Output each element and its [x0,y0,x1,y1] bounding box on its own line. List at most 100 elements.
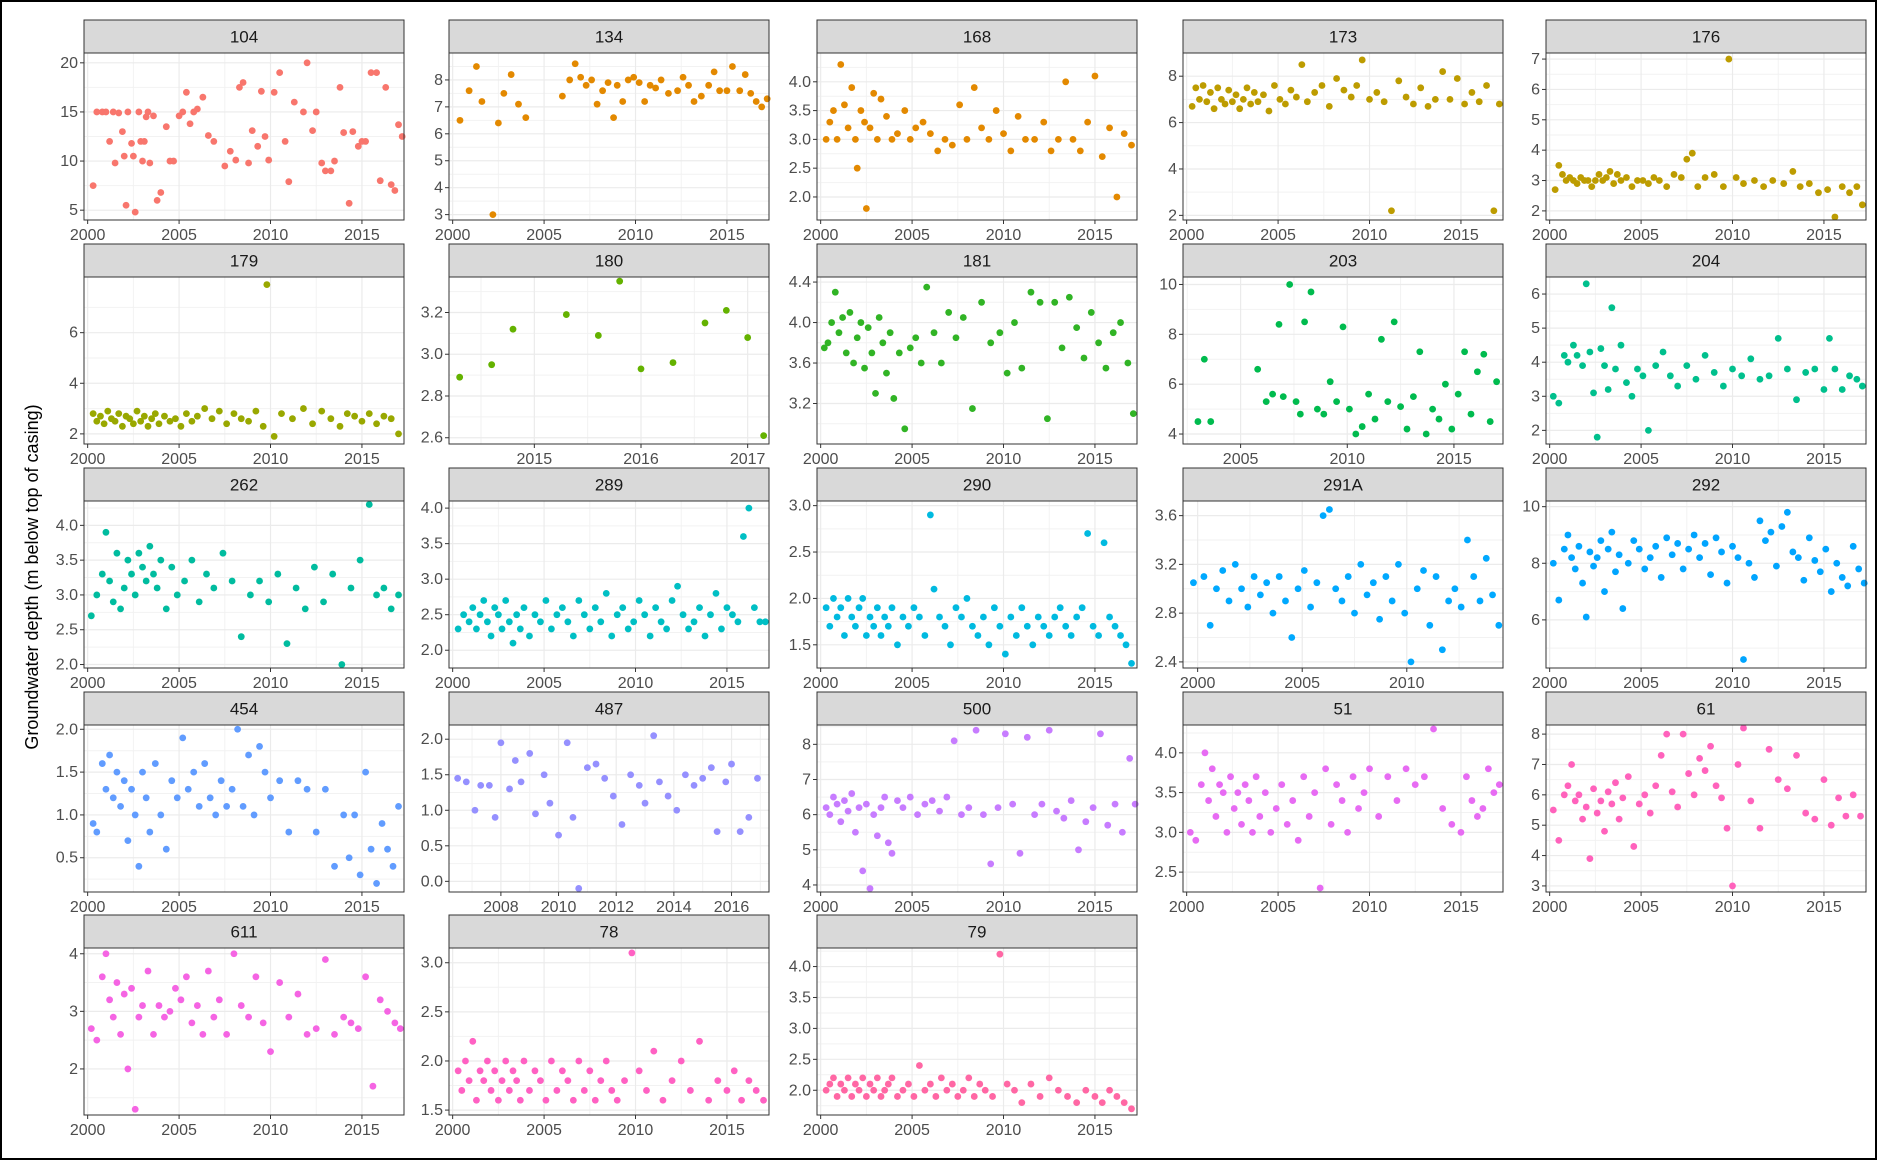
data-point [1468,797,1476,804]
data-point [1479,805,1487,812]
y-tick-label: 6 [1531,286,1540,303]
data-point [1590,785,1597,793]
data-point [668,597,676,604]
data-point [1723,824,1731,832]
data-point [1001,730,1009,738]
x-tick-label: 2005 [1260,899,1296,916]
data-point [685,625,692,633]
data-point [300,108,307,116]
data-point [994,804,1002,812]
data-point [1219,567,1227,574]
data-point [522,114,530,122]
data-point [476,1067,484,1075]
data-point [318,159,326,167]
data-point [723,604,731,611]
y-tick-label: 3.0 [421,955,443,972]
facet-strip [1545,243,1867,278]
data-point [873,1074,881,1082]
data-point [690,618,698,626]
data-point [190,768,198,776]
data-point [899,804,907,812]
data-point [744,334,752,341]
y-tick-label: 2.0 [421,731,443,748]
data-point [131,591,139,599]
data-point [354,142,362,150]
data-point [395,430,402,438]
data-point [1612,568,1619,576]
data-point [937,1074,945,1082]
data-point [1344,573,1352,580]
data-point [387,181,395,189]
data-point [1453,75,1461,82]
data-point [340,811,348,819]
y-tick-label: 2.5 [1155,864,1177,881]
data-point [1783,785,1791,793]
data-point [1789,548,1797,556]
data-point [487,1087,495,1094]
data-point [1082,1086,1090,1094]
data-point [1104,821,1112,829]
data-point [146,828,154,836]
x-tick-label: 2010 [618,675,654,692]
data-point [476,611,484,619]
data-point [921,1086,929,1094]
data-point [760,432,768,440]
data-point [1260,91,1267,99]
data-point [1495,100,1503,108]
facet-strip [1182,691,1504,726]
data-point [1213,585,1220,593]
data-point [215,996,223,1004]
data-point [1696,554,1703,562]
data-point [928,797,936,804]
data-point [1575,542,1583,550]
data-point [1573,351,1581,359]
data-point [1407,658,1415,666]
y-axis-label: Groundwater depth (m below top of casing… [22,404,42,749]
data-point [1482,554,1490,562]
data-point [465,1077,473,1085]
x-tick-label: 2015 [1077,1122,1113,1139]
data-point [1712,782,1720,790]
data-point [520,604,528,611]
data-point [1102,364,1110,372]
y-tick-label: 2.0 [789,590,811,607]
data-point [1463,773,1470,781]
facet-panel-79: 79 2000 2005 2010 2015 2.0 2.5 3.0 3.5 4.0 [789,914,1138,1139]
data-point [930,329,938,337]
data-point [969,405,976,412]
data-point [1014,112,1022,120]
x-tick-label: 2005 [526,1122,562,1139]
x-tick-label: 2005 [894,227,930,244]
y-tick-label: 2.8 [421,388,443,405]
data-point [926,511,934,519]
data-point [1349,773,1357,781]
data-point [1555,161,1563,169]
y-tick-label: 4 [1168,161,1177,178]
data-point [932,1093,940,1100]
data-point [1838,574,1846,581]
data-point [1666,372,1674,380]
data-point [1719,183,1727,191]
y-tick-label: 8 [434,72,443,89]
data-point [1106,613,1113,621]
data-point [516,625,524,633]
data-point [862,1093,870,1100]
data-point [473,1096,480,1104]
data-point [656,778,663,786]
data-point [941,135,949,143]
y-tick-label: 6 [1531,81,1540,98]
x-tick-label: 2010 [253,451,289,468]
data-point [179,734,187,742]
data-point [1624,559,1632,567]
x-tick-label: 2005 [161,899,197,916]
data-point [828,319,836,326]
data-point [1307,288,1315,296]
y-tick-label: 8 [802,736,811,753]
data-point [852,135,859,143]
data-point [104,407,112,415]
data-point [1740,656,1747,663]
data-point [1475,98,1483,106]
data-point [996,622,1004,630]
data-point [1238,821,1245,828]
data-point [978,124,985,132]
